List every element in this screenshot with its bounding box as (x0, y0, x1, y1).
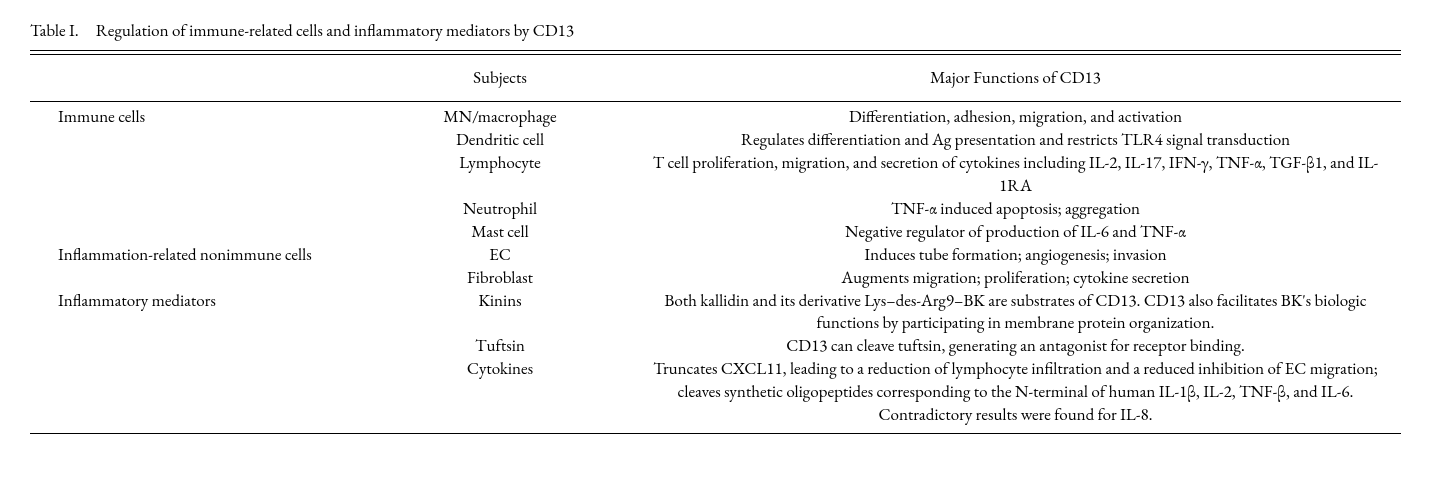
table-container: Table I. Regulation of immune-related ce… (30, 18, 1401, 434)
table-row: Dendritic cell Regulates differentiation… (30, 129, 1401, 152)
table-title: Table I. Regulation of immune-related ce… (30, 18, 1401, 48)
cell-subject: Cytokines (370, 358, 630, 381)
cell-subject: EC (370, 244, 630, 267)
header-subjects: Subjects (370, 67, 630, 89)
cell-subject: MN/macrophage (370, 106, 630, 129)
table-row: Cytokines Truncates CXCL11, leading to a… (30, 358, 1401, 427)
cell-category: Inflammatory mediators (30, 290, 370, 313)
cell-category: Inflammation-related nonimmune cells (30, 244, 370, 267)
cell-function: Negative regulator of production of IL-6… (630, 221, 1401, 244)
cell-function: Induces tube formation; angiogenesis; in… (630, 244, 1401, 267)
cell-subject: Dendritic cell (370, 129, 630, 152)
cell-function: Differentiation, adhesion, migration, an… (630, 106, 1401, 129)
cell-subject: Tuftsin (370, 335, 630, 358)
cell-function: CD13 can cleave tuftsin, generating an a… (630, 335, 1401, 358)
table-row: Fibroblast Augments migration; prolifera… (30, 267, 1401, 290)
table-row: Inflammatory mediators Kinins Both kalli… (30, 290, 1401, 336)
cell-function: TNF-α induced apoptosis; aggregation (630, 198, 1401, 221)
rule-bottom (30, 433, 1401, 434)
cell-subject: Neutrophil (370, 198, 630, 221)
cell-function: T cell proliferation, migration, and sec… (630, 152, 1401, 198)
cell-function: Truncates CXCL11, leading to a reduction… (630, 358, 1401, 427)
cell-function: Augments migration; proliferation; cytok… (630, 267, 1401, 290)
cell-subject: Kinins (370, 290, 630, 313)
header-category (30, 67, 370, 89)
table-row: Tuftsin CD13 can cleave tuftsin, generat… (30, 335, 1401, 358)
table-row: Inflammation-related nonimmune cells EC … (30, 244, 1401, 267)
cell-function: Regulates differentiation and Ag present… (630, 129, 1401, 152)
table-row: Mast cell Negative regulator of producti… (30, 221, 1401, 244)
cell-category: Immune cells (30, 106, 370, 129)
cell-subject: Lymphocyte (370, 152, 630, 175)
cell-subject: Fibroblast (370, 267, 630, 290)
table-row: Immune cells MN/macrophage Differentiati… (30, 106, 1401, 129)
header-row: Subjects Major Functions of CD13 (30, 55, 1401, 101)
cell-function: Both kallidin and its derivative Lys–des… (630, 290, 1401, 336)
header-functions: Major Functions of CD13 (630, 67, 1401, 89)
cell-subject: Mast cell (370, 221, 630, 244)
table-body: Immune cells MN/macrophage Differentiati… (30, 102, 1401, 433)
table-row: Neutrophil TNF-α induced apoptosis; aggr… (30, 198, 1401, 221)
table-row: Lymphocyte T cell proliferation, migrati… (30, 152, 1401, 198)
